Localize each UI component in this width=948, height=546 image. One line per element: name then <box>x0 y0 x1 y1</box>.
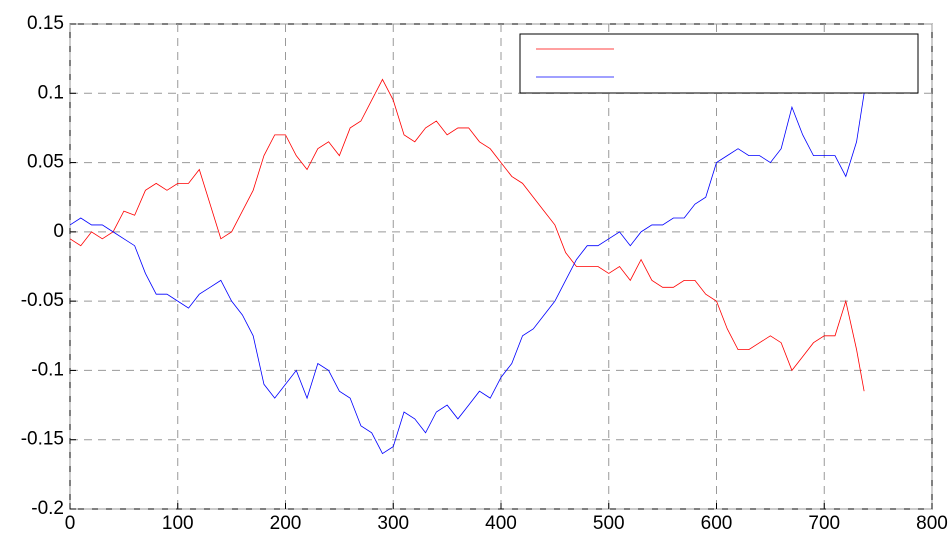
x-tick-label: 0 <box>65 513 76 534</box>
y-tick-label: 0.15 <box>27 13 64 34</box>
y-tick-label: -0.05 <box>21 290 64 311</box>
y-tick-label: 0 <box>53 221 64 242</box>
y-tick-label: -0.15 <box>21 429 64 450</box>
x-tick-label: 100 <box>162 513 194 534</box>
y-tick-label: -0.2 <box>31 498 64 519</box>
x-tick-label: 600 <box>701 513 733 534</box>
data-line <box>69 93 865 455</box>
x-tick-label: 700 <box>808 513 840 534</box>
data-line <box>69 78 865 392</box>
x-tick-label: 800 <box>916 513 948 534</box>
legend-box <box>519 33 919 94</box>
x-tick-label: 200 <box>270 513 302 534</box>
x-tick-label: 300 <box>377 513 409 534</box>
y-tick-label: 0.1 <box>38 82 64 103</box>
x-tick-label: 500 <box>593 513 625 534</box>
x-tick-label: 400 <box>485 513 517 534</box>
y-tick-label: 0.05 <box>27 152 64 173</box>
y-tick-label: -0.1 <box>31 359 64 380</box>
